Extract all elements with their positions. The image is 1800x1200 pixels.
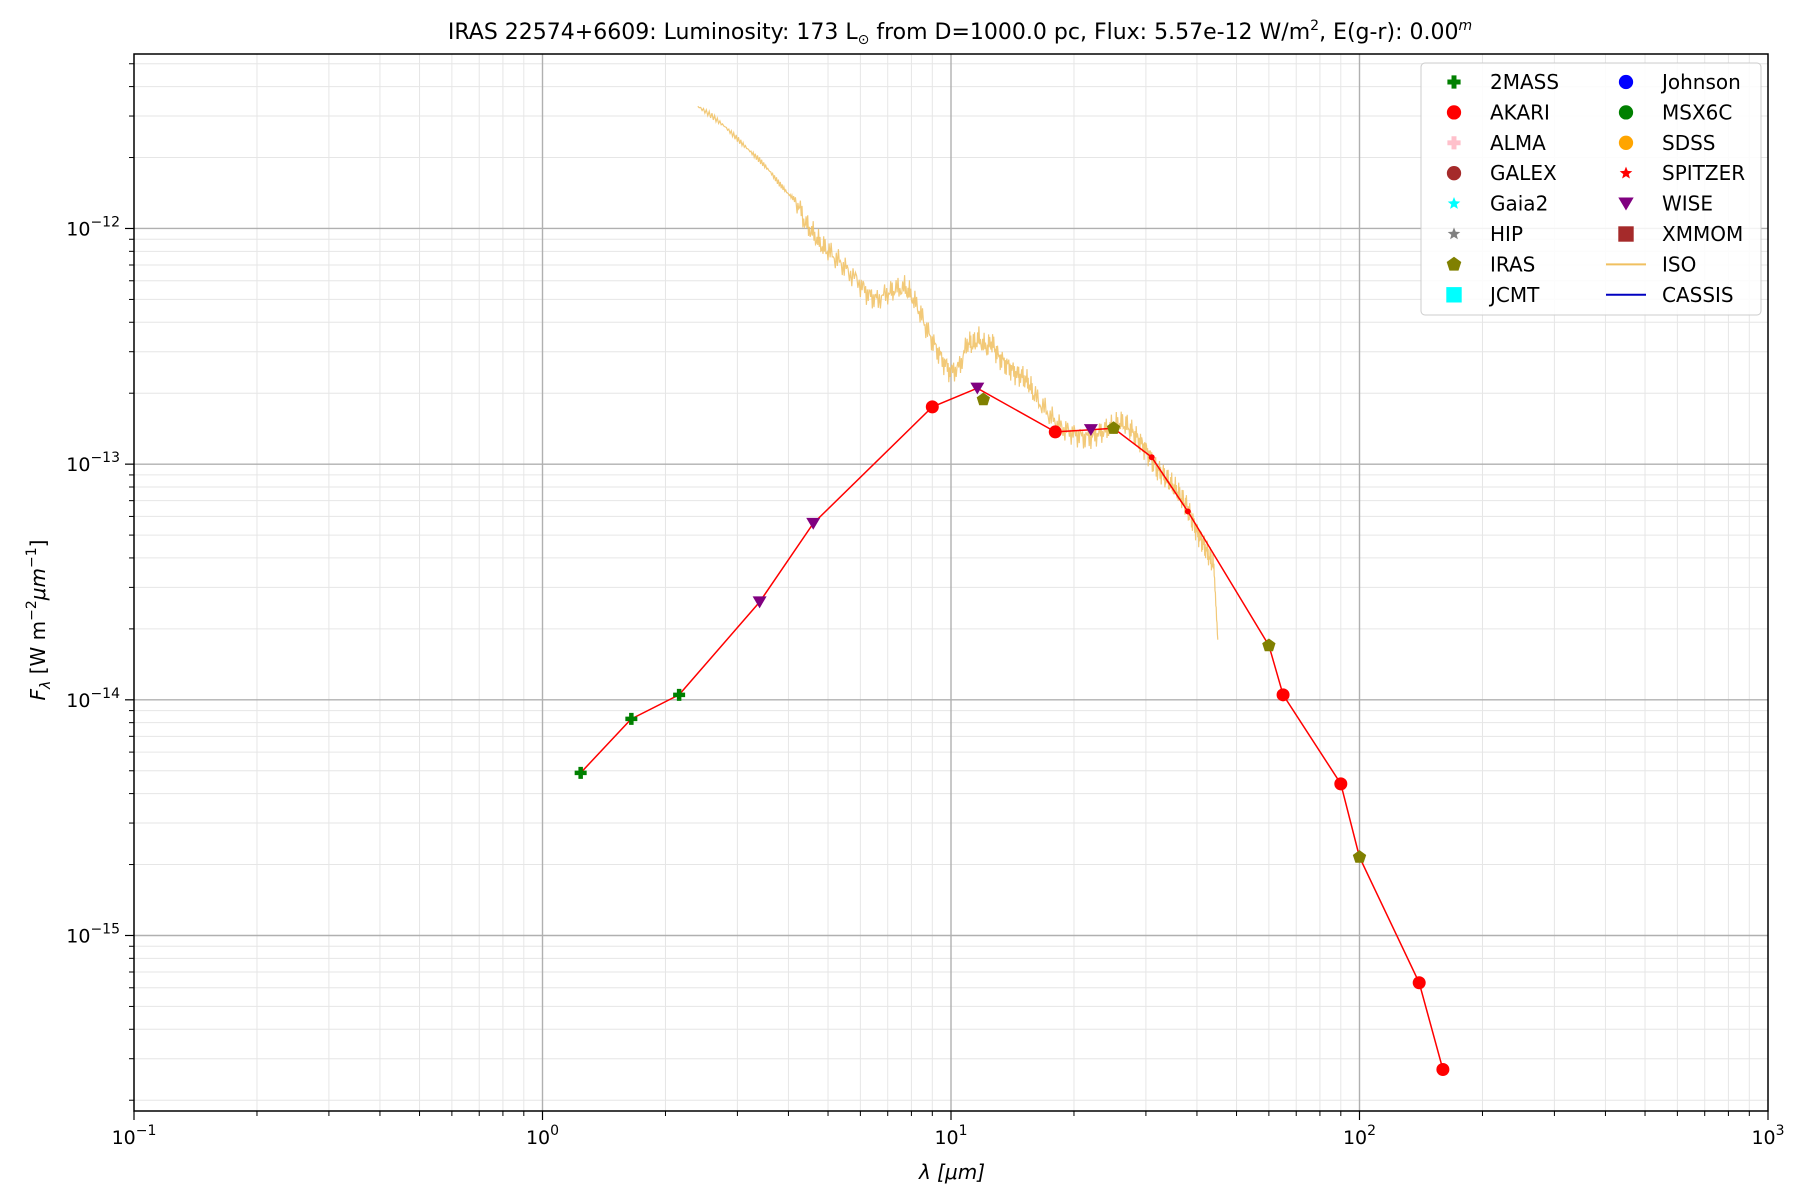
legend-marker-msx6c — [1618, 105, 1634, 120]
legend-label-spitzer: SPITZER — [1662, 161, 1745, 185]
x-tick-label: 101 — [934, 1123, 967, 1149]
legend-marker-jcmt — [1446, 287, 1462, 303]
legend-marker-hip — [1447, 227, 1461, 240]
chart-title: IRAS 22574+6609: Luminosity: 173 L⊙ from… — [448, 18, 1472, 48]
2mass-point — [625, 712, 638, 725]
legend-marker-wise — [1618, 197, 1634, 211]
tick-labels: 10−1 100 101 102 103 10−15 10−14 10−13 10−12 — [66, 214, 1784, 1149]
y-axis-label: Fλ [W m−2μm−1] — [24, 540, 54, 701]
title-extinction: , E(g-r): 0.00 — [1319, 20, 1458, 45]
akari-point — [1276, 688, 1290, 702]
legend-label-iso: ISO — [1662, 252, 1696, 276]
legend-label-galex: GALEX — [1490, 161, 1557, 185]
legend-label-jcmt: JCMT — [1488, 283, 1540, 307]
x-tick-label: 100 — [526, 1123, 559, 1149]
sed-line-layer — [580, 387, 1444, 1070]
legend-label-johnson: Johnson — [1660, 70, 1741, 94]
iras-point — [976, 392, 990, 406]
legend-label-alma: ALMA — [1490, 131, 1546, 155]
iras-point — [1106, 421, 1121, 434]
sed-line — [580, 387, 1444, 1070]
iso-spectrum-layer — [697, 105, 1219, 640]
legend-box — [1420, 62, 1762, 316]
x-tick-label: 102 — [1343, 1123, 1376, 1149]
2mass-point — [574, 766, 587, 779]
legend-marker-akari — [1446, 105, 1462, 120]
legend-label-sdss: SDSS — [1662, 131, 1716, 155]
legend-marker-xmmom — [1618, 226, 1634, 242]
akari-point — [1334, 777, 1348, 791]
wise-point — [752, 596, 767, 609]
legend: 2MASS AKARI ALMA GALEX Gaia2 HIP IRAS JCMT Johns… — [1420, 62, 1762, 316]
title-luminosity: Luminosity: 173 L — [664, 20, 859, 45]
legend-marker-gaia2 — [1447, 197, 1461, 209]
y-tick-label: 10−13 — [66, 450, 120, 476]
title-extinction-superscript: m — [1458, 18, 1472, 34]
legend-label-gaia2: Gaia2 — [1490, 192, 1548, 216]
plot-frame — [133, 53, 1769, 1112]
y-tick-label: 10−14 — [66, 686, 120, 712]
legend-marker-galex — [1446, 166, 1462, 181]
2mass-point — [673, 688, 686, 701]
x-tick-label: 103 — [1751, 1123, 1784, 1149]
legend-label-msx6c: MSX6C — [1662, 100, 1732, 124]
akari-point — [1436, 1063, 1450, 1077]
axis-ticks — [125, 63, 1769, 1120]
major-grid — [134, 54, 1768, 1111]
legend-label-akari: AKARI — [1490, 100, 1550, 124]
photometry-markers — [574, 382, 1450, 1077]
iso-spectrum-line — [697, 105, 1219, 640]
legend-marker-iras — [1446, 256, 1462, 271]
spitzer-point — [1148, 454, 1155, 461]
title-object: IRAS 22574+6609: — [448, 20, 657, 45]
wise-point — [970, 382, 985, 395]
iras-point — [1262, 638, 1276, 652]
legend-marker-alma — [1447, 136, 1461, 150]
legend-label-xmmom: XMMOM — [1662, 222, 1743, 246]
title-sun-symbol: ⊙ — [858, 32, 870, 48]
title-flux-exponent: 2 — [1310, 18, 1319, 34]
wise-point — [806, 517, 821, 530]
akari-point — [925, 400, 939, 414]
legend-label-wise: WISE — [1662, 192, 1713, 216]
y-tick-label: 10−12 — [66, 214, 120, 240]
legend-marker-spitzer — [1619, 166, 1633, 179]
legend-label-iras: IRAS — [1490, 252, 1535, 276]
wise-point — [1083, 424, 1098, 437]
spitzer-point — [1184, 508, 1191, 515]
legend-label-2mass: 2MASS — [1490, 70, 1559, 94]
x-tick-label: 10−1 — [112, 1123, 157, 1149]
legend-label-hip: HIP — [1490, 222, 1523, 246]
x-axis-label: λ [μm] — [918, 1160, 985, 1184]
legend-marker-johnson — [1618, 74, 1634, 90]
legend-label-cassis: CASSIS — [1662, 283, 1734, 307]
legend-marker-2mass — [1447, 75, 1461, 89]
akari-point — [1048, 425, 1062, 439]
iras-point — [1352, 850, 1367, 863]
y-tick-label: 10−15 — [66, 921, 120, 947]
akari-point — [1412, 976, 1426, 990]
legend-marker-sdss — [1618, 135, 1634, 150]
title-distance-flux: from D=1000.0 pc, Flux: 5.57e-12 W/m — [869, 20, 1310, 45]
